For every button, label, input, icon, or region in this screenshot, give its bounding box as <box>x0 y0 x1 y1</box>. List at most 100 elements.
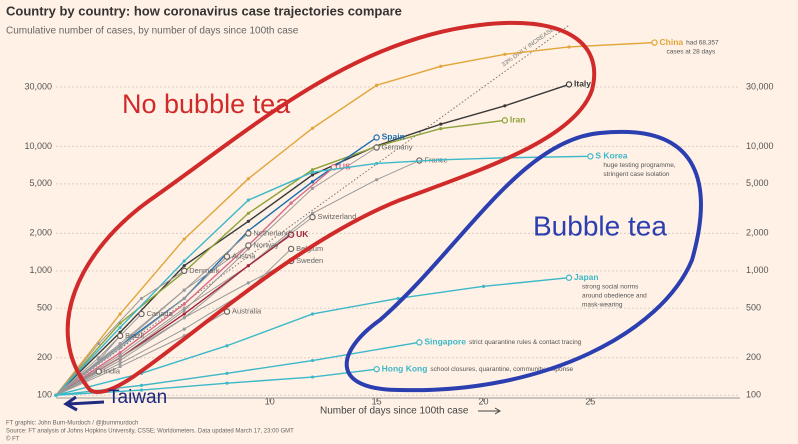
point <box>118 358 122 363</box>
blue-oval <box>344 129 703 393</box>
chart-title: Country by country: how coronavirus case… <box>6 3 402 18</box>
end-point <box>373 365 380 373</box>
end-point <box>587 153 594 160</box>
point <box>118 351 122 355</box>
series-note: huge testing programme, <box>603 162 675 169</box>
point <box>481 284 486 288</box>
series-note: around obedience and <box>582 292 647 299</box>
y-tick-label: 500 <box>746 303 761 313</box>
end-point <box>181 267 188 275</box>
end-point <box>565 81 573 88</box>
series-label: Netherlands <box>253 228 294 237</box>
red-oval <box>65 20 597 394</box>
series-line <box>55 256 228 396</box>
series-note: strong social norms <box>582 283 639 290</box>
series-note: mask-wearing <box>582 301 623 308</box>
point <box>310 375 315 379</box>
footer: © FT <box>6 436 20 443</box>
series-label: Singapore <box>424 337 466 347</box>
series-label: Australia <box>232 307 262 316</box>
y-tick-label: 30,000 <box>746 81 774 91</box>
annotation: No bubble tea <box>122 89 291 119</box>
point <box>246 211 250 215</box>
y-tick-label: 2,000 <box>29 228 52 238</box>
series-label: Sweden <box>296 256 323 265</box>
point <box>182 316 186 320</box>
point <box>97 356 101 360</box>
point <box>246 281 250 285</box>
point <box>118 361 122 366</box>
point <box>439 64 443 68</box>
end-point <box>287 245 295 253</box>
point <box>310 168 315 172</box>
point <box>118 356 122 360</box>
y-tick-label: 2,000 <box>746 228 769 238</box>
point <box>182 259 186 263</box>
point <box>246 177 250 181</box>
y-tick-label: 10,000 <box>24 141 52 151</box>
point <box>310 170 315 174</box>
end-point <box>116 332 124 340</box>
y-tick-label: 5,000 <box>746 178 769 188</box>
point <box>118 346 122 350</box>
point <box>503 104 507 108</box>
point <box>182 312 186 316</box>
point <box>310 173 315 177</box>
taiwan-arrow <box>63 395 105 412</box>
point <box>503 52 507 56</box>
point <box>225 381 229 385</box>
chart-subtitle: Cumulative number of cases, by number of… <box>6 26 299 37</box>
end-point <box>309 213 316 221</box>
point <box>439 122 443 126</box>
point <box>310 186 315 190</box>
point <box>139 296 144 301</box>
point <box>182 327 186 331</box>
end-point <box>245 230 252 237</box>
reference-label: 33% DAILY INCREASE <box>501 27 555 69</box>
end-point <box>245 242 252 249</box>
y-tick-label: 500 <box>37 303 52 313</box>
y-tick-label: 5,000 <box>29 178 52 188</box>
point <box>375 161 379 166</box>
end-point <box>223 253 231 260</box>
series-label: Italy <box>574 79 591 89</box>
point <box>375 83 379 87</box>
y-tick-label: 1,000 <box>746 265 769 275</box>
point <box>118 353 122 357</box>
grid: 100 100 200 200 500 500 1,000 1,000 2,000 2,000 5,… <box>24 81 773 406</box>
series-line <box>55 41 655 396</box>
x-tick-label: 20 <box>478 396 488 406</box>
x-tick-label: 15 <box>372 396 382 406</box>
reference-line <box>55 24 570 396</box>
series-label: UK <box>296 229 309 239</box>
point <box>54 393 58 397</box>
point <box>246 264 250 268</box>
series-label: Canada <box>147 309 174 318</box>
point <box>310 180 315 184</box>
series-label: Austria <box>232 252 256 261</box>
series-label: Spain <box>382 132 405 142</box>
point <box>97 358 101 363</box>
point <box>182 308 186 313</box>
series-label: Brazil <box>125 331 144 340</box>
point <box>118 344 122 348</box>
annotation: Taiwan <box>108 387 167 408</box>
end-point <box>565 274 573 281</box>
end-point <box>373 144 380 151</box>
series-note: strict quarantine rules & contact tracin… <box>469 339 582 346</box>
point <box>97 342 101 346</box>
y-tick-label: 200 <box>746 352 761 362</box>
series-label: Japan <box>574 272 599 282</box>
series-label: Germany <box>382 142 413 151</box>
series-label: Iran <box>510 115 526 125</box>
end-point <box>95 368 102 375</box>
point <box>225 371 229 375</box>
point <box>139 383 144 387</box>
point <box>182 288 186 292</box>
series-line <box>55 160 420 396</box>
series-label: US <box>339 161 351 171</box>
footer: FT graphic: John Burn-Murdoch / @jburnmu… <box>6 421 138 427</box>
x-tick-label: 25 <box>585 396 595 406</box>
end-point <box>373 134 380 141</box>
